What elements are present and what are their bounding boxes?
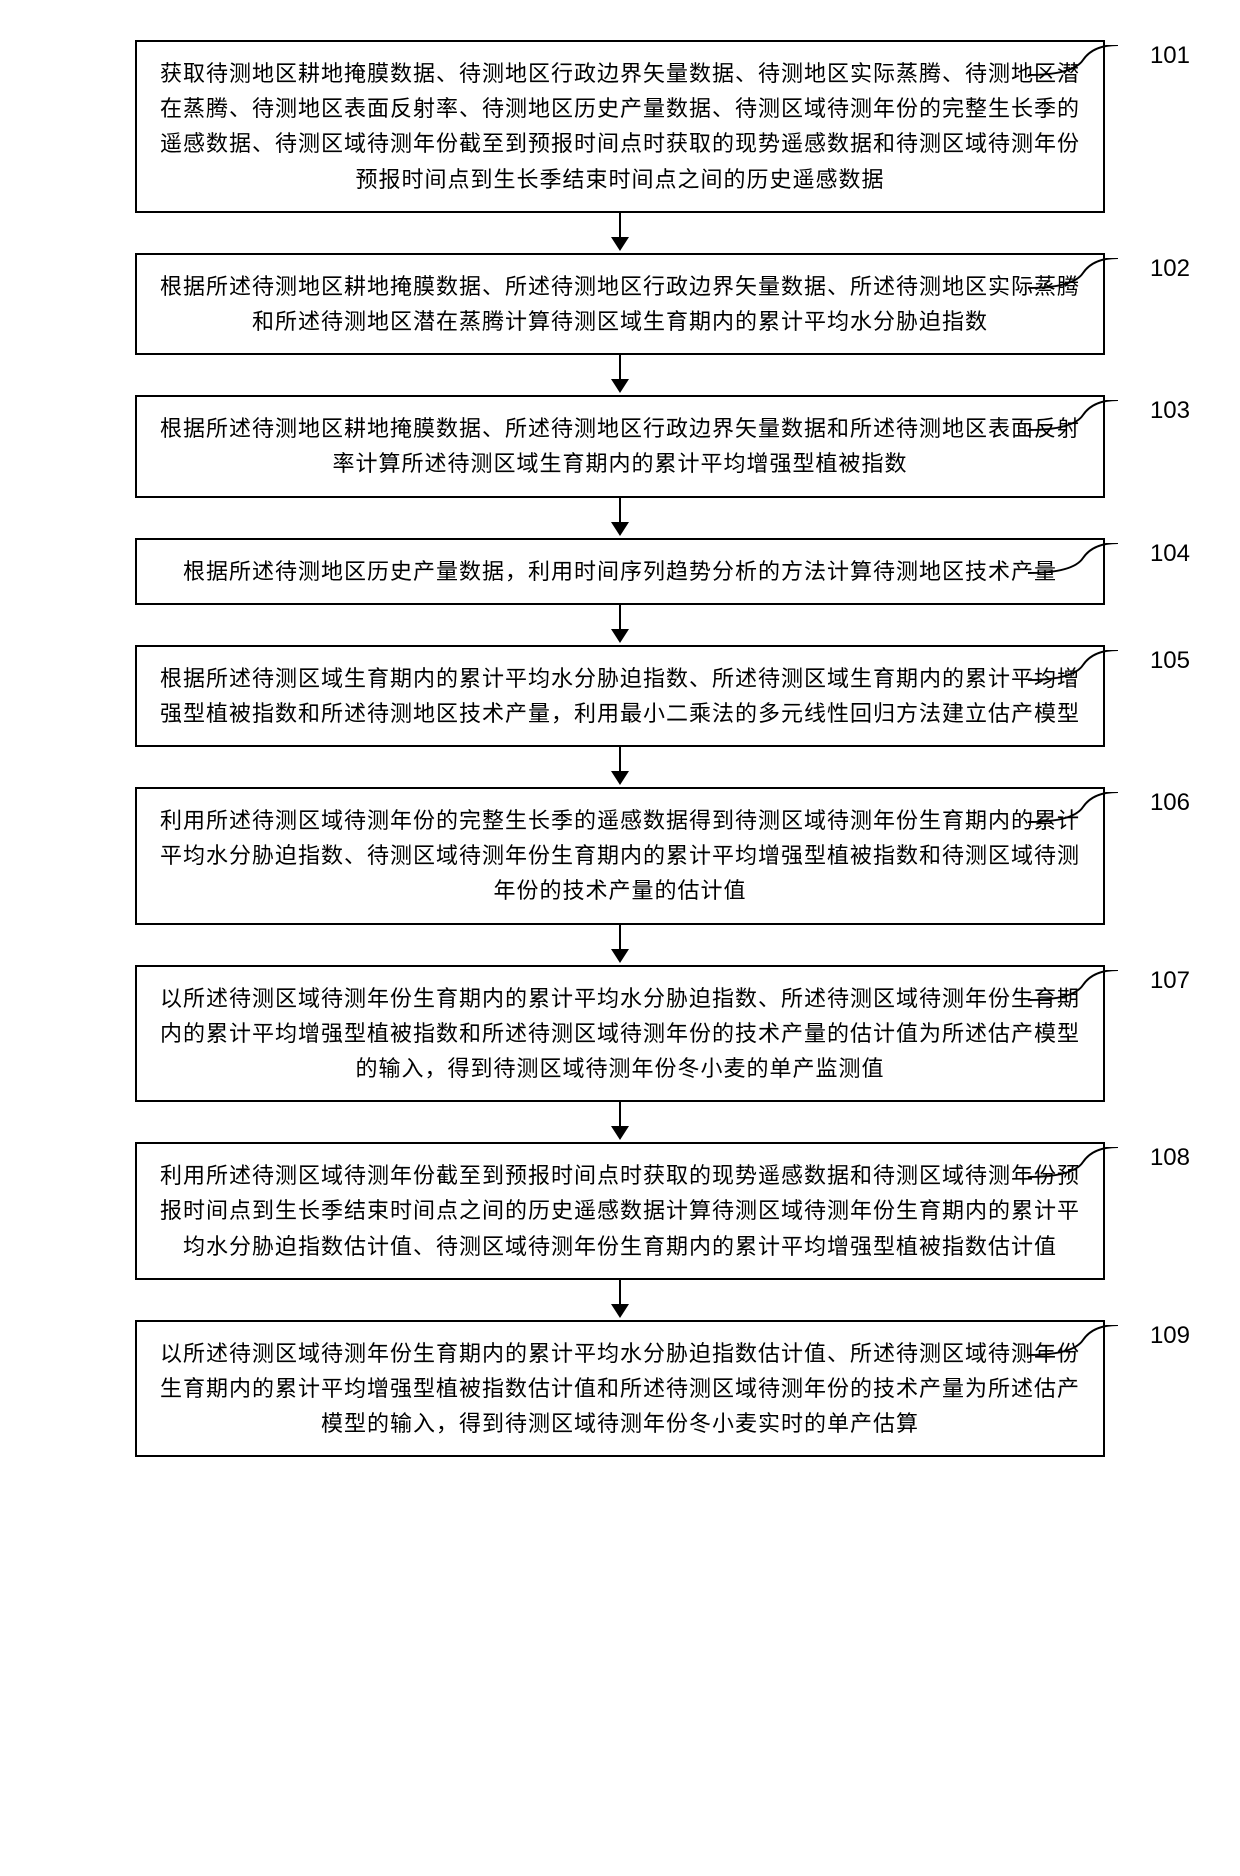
flowchart-box: 以所述待测区域待测年份生育期内的累计平均水分胁迫指数估计值、所述待测区域待测年份… — [135, 1320, 1105, 1458]
flowchart-step-106: 利用所述待测区域待测年份的完整生长季的遥感数据得到待测区域待测年份生育期内的累计… — [30, 787, 1210, 925]
arrow-icon — [619, 213, 621, 239]
step-label: 101 — [1150, 42, 1190, 70]
flowchart-box: 根据所述待测地区耕地掩膜数据、所述待测地区行政边界矢量数据和所述待测地区表面反射… — [135, 395, 1105, 497]
box-text: 以所述待测区域待测年份生育期内的累计平均水分胁迫指数、所述待测区域待测年份生育期… — [160, 986, 1080, 1081]
flowchart-step-107: 以所述待测区域待测年份生育期内的累计平均水分胁迫指数、所述待测区域待测年份生育期… — [30, 965, 1210, 1103]
label-connector — [1028, 258, 1118, 293]
label-connector — [1028, 543, 1118, 578]
flowchart-step-104: 根据所述待测地区历史产量数据，利用时间序列趋势分析的方法计算待测地区技术产量 1… — [30, 538, 1210, 605]
label-connector — [1028, 1147, 1118, 1182]
arrow-connector — [619, 1280, 621, 1320]
label-connector — [1028, 1325, 1118, 1360]
step-label: 104 — [1150, 540, 1190, 568]
flowchart-box: 利用所述待测区域待测年份截至到预报时间点时获取的现势遥感数据和待测区域待测年份预… — [135, 1142, 1105, 1280]
arrow-connector — [619, 925, 621, 965]
flowchart-step-108: 利用所述待测区域待测年份截至到预报时间点时获取的现势遥感数据和待测区域待测年份预… — [30, 1142, 1210, 1280]
flowchart-step-109: 以所述待测区域待测年份生育期内的累计平均水分胁迫指数估计值、所述待测区域待测年份… — [30, 1320, 1210, 1458]
step-label: 106 — [1150, 789, 1190, 817]
flowchart-step-102: 根据所述待测地区耕地掩膜数据、所述待测地区行政边界矢量数据、所述待测地区实际蒸腾… — [30, 253, 1210, 355]
flowchart-box: 获取待测地区耕地掩膜数据、待测地区行政边界矢量数据、待测地区实际蒸腾、待测地区潜… — [135, 40, 1105, 213]
arrow-connector — [619, 498, 621, 538]
label-connector — [1028, 650, 1118, 685]
step-label: 107 — [1150, 967, 1190, 995]
arrow-icon — [619, 925, 621, 951]
arrow-icon — [619, 1280, 621, 1306]
step-label: 108 — [1150, 1144, 1190, 1172]
label-connector — [1028, 400, 1118, 435]
arrow-icon — [619, 498, 621, 524]
box-text: 根据所述待测地区耕地掩膜数据、所述待测地区行政边界矢量数据和所述待测地区表面反射… — [160, 416, 1080, 476]
arrow-icon — [619, 747, 621, 773]
step-label: 102 — [1150, 255, 1190, 283]
flowchart-container: 获取待测地区耕地掩膜数据、待测地区行政边界矢量数据、待测地区实际蒸腾、待测地区潜… — [30, 40, 1210, 1457]
box-text: 根据所述待测地区历史产量数据，利用时间序列趋势分析的方法计算待测地区技术产量 — [183, 559, 1057, 584]
flowchart-box: 根据所述待测地区耕地掩膜数据、所述待测地区行政边界矢量数据、所述待测地区实际蒸腾… — [135, 253, 1105, 355]
arrow-connector — [619, 605, 621, 645]
arrow-connector — [619, 213, 621, 253]
box-text: 利用所述待测区域待测年份的完整生长季的遥感数据得到待测区域待测年份生育期内的累计… — [160, 808, 1080, 903]
arrow-connector — [619, 355, 621, 395]
step-label: 105 — [1150, 647, 1190, 675]
arrow-icon — [619, 605, 621, 631]
step-label: 103 — [1150, 397, 1190, 425]
arrow-connector — [619, 747, 621, 787]
step-label: 109 — [1150, 1322, 1190, 1350]
arrow-connector — [619, 1102, 621, 1142]
flowchart-box: 根据所述待测地区历史产量数据，利用时间序列趋势分析的方法计算待测地区技术产量 — [135, 538, 1105, 605]
box-text: 以所述待测区域待测年份生育期内的累计平均水分胁迫指数估计值、所述待测区域待测年份… — [160, 1341, 1080, 1436]
flowchart-box: 以所述待测区域待测年份生育期内的累计平均水分胁迫指数、所述待测区域待测年份生育期… — [135, 965, 1105, 1103]
box-text: 根据所述待测区域生育期内的累计平均水分胁迫指数、所述待测区域生育期内的累计平均增… — [160, 666, 1080, 726]
label-connector — [1028, 970, 1118, 1005]
box-text: 获取待测地区耕地掩膜数据、待测地区行政边界矢量数据、待测地区实际蒸腾、待测地区潜… — [160, 61, 1080, 192]
flowchart-step-101: 获取待测地区耕地掩膜数据、待测地区行政边界矢量数据、待测地区实际蒸腾、待测地区潜… — [30, 40, 1210, 213]
flowchart-step-103: 根据所述待测地区耕地掩膜数据、所述待测地区行政边界矢量数据和所述待测地区表面反射… — [30, 395, 1210, 497]
flowchart-box: 根据所述待测区域生育期内的累计平均水分胁迫指数、所述待测区域生育期内的累计平均增… — [135, 645, 1105, 747]
flowchart-box: 利用所述待测区域待测年份的完整生长季的遥感数据得到待测区域待测年份生育期内的累计… — [135, 787, 1105, 925]
label-connector — [1028, 792, 1118, 827]
label-connector — [1028, 45, 1118, 80]
arrow-icon — [619, 355, 621, 381]
box-text: 利用所述待测区域待测年份截至到预报时间点时获取的现势遥感数据和待测区域待测年份预… — [160, 1163, 1080, 1258]
arrow-icon — [619, 1102, 621, 1128]
box-text: 根据所述待测地区耕地掩膜数据、所述待测地区行政边界矢量数据、所述待测地区实际蒸腾… — [160, 274, 1080, 334]
flowchart-step-105: 根据所述待测区域生育期内的累计平均水分胁迫指数、所述待测区域生育期内的累计平均增… — [30, 645, 1210, 747]
